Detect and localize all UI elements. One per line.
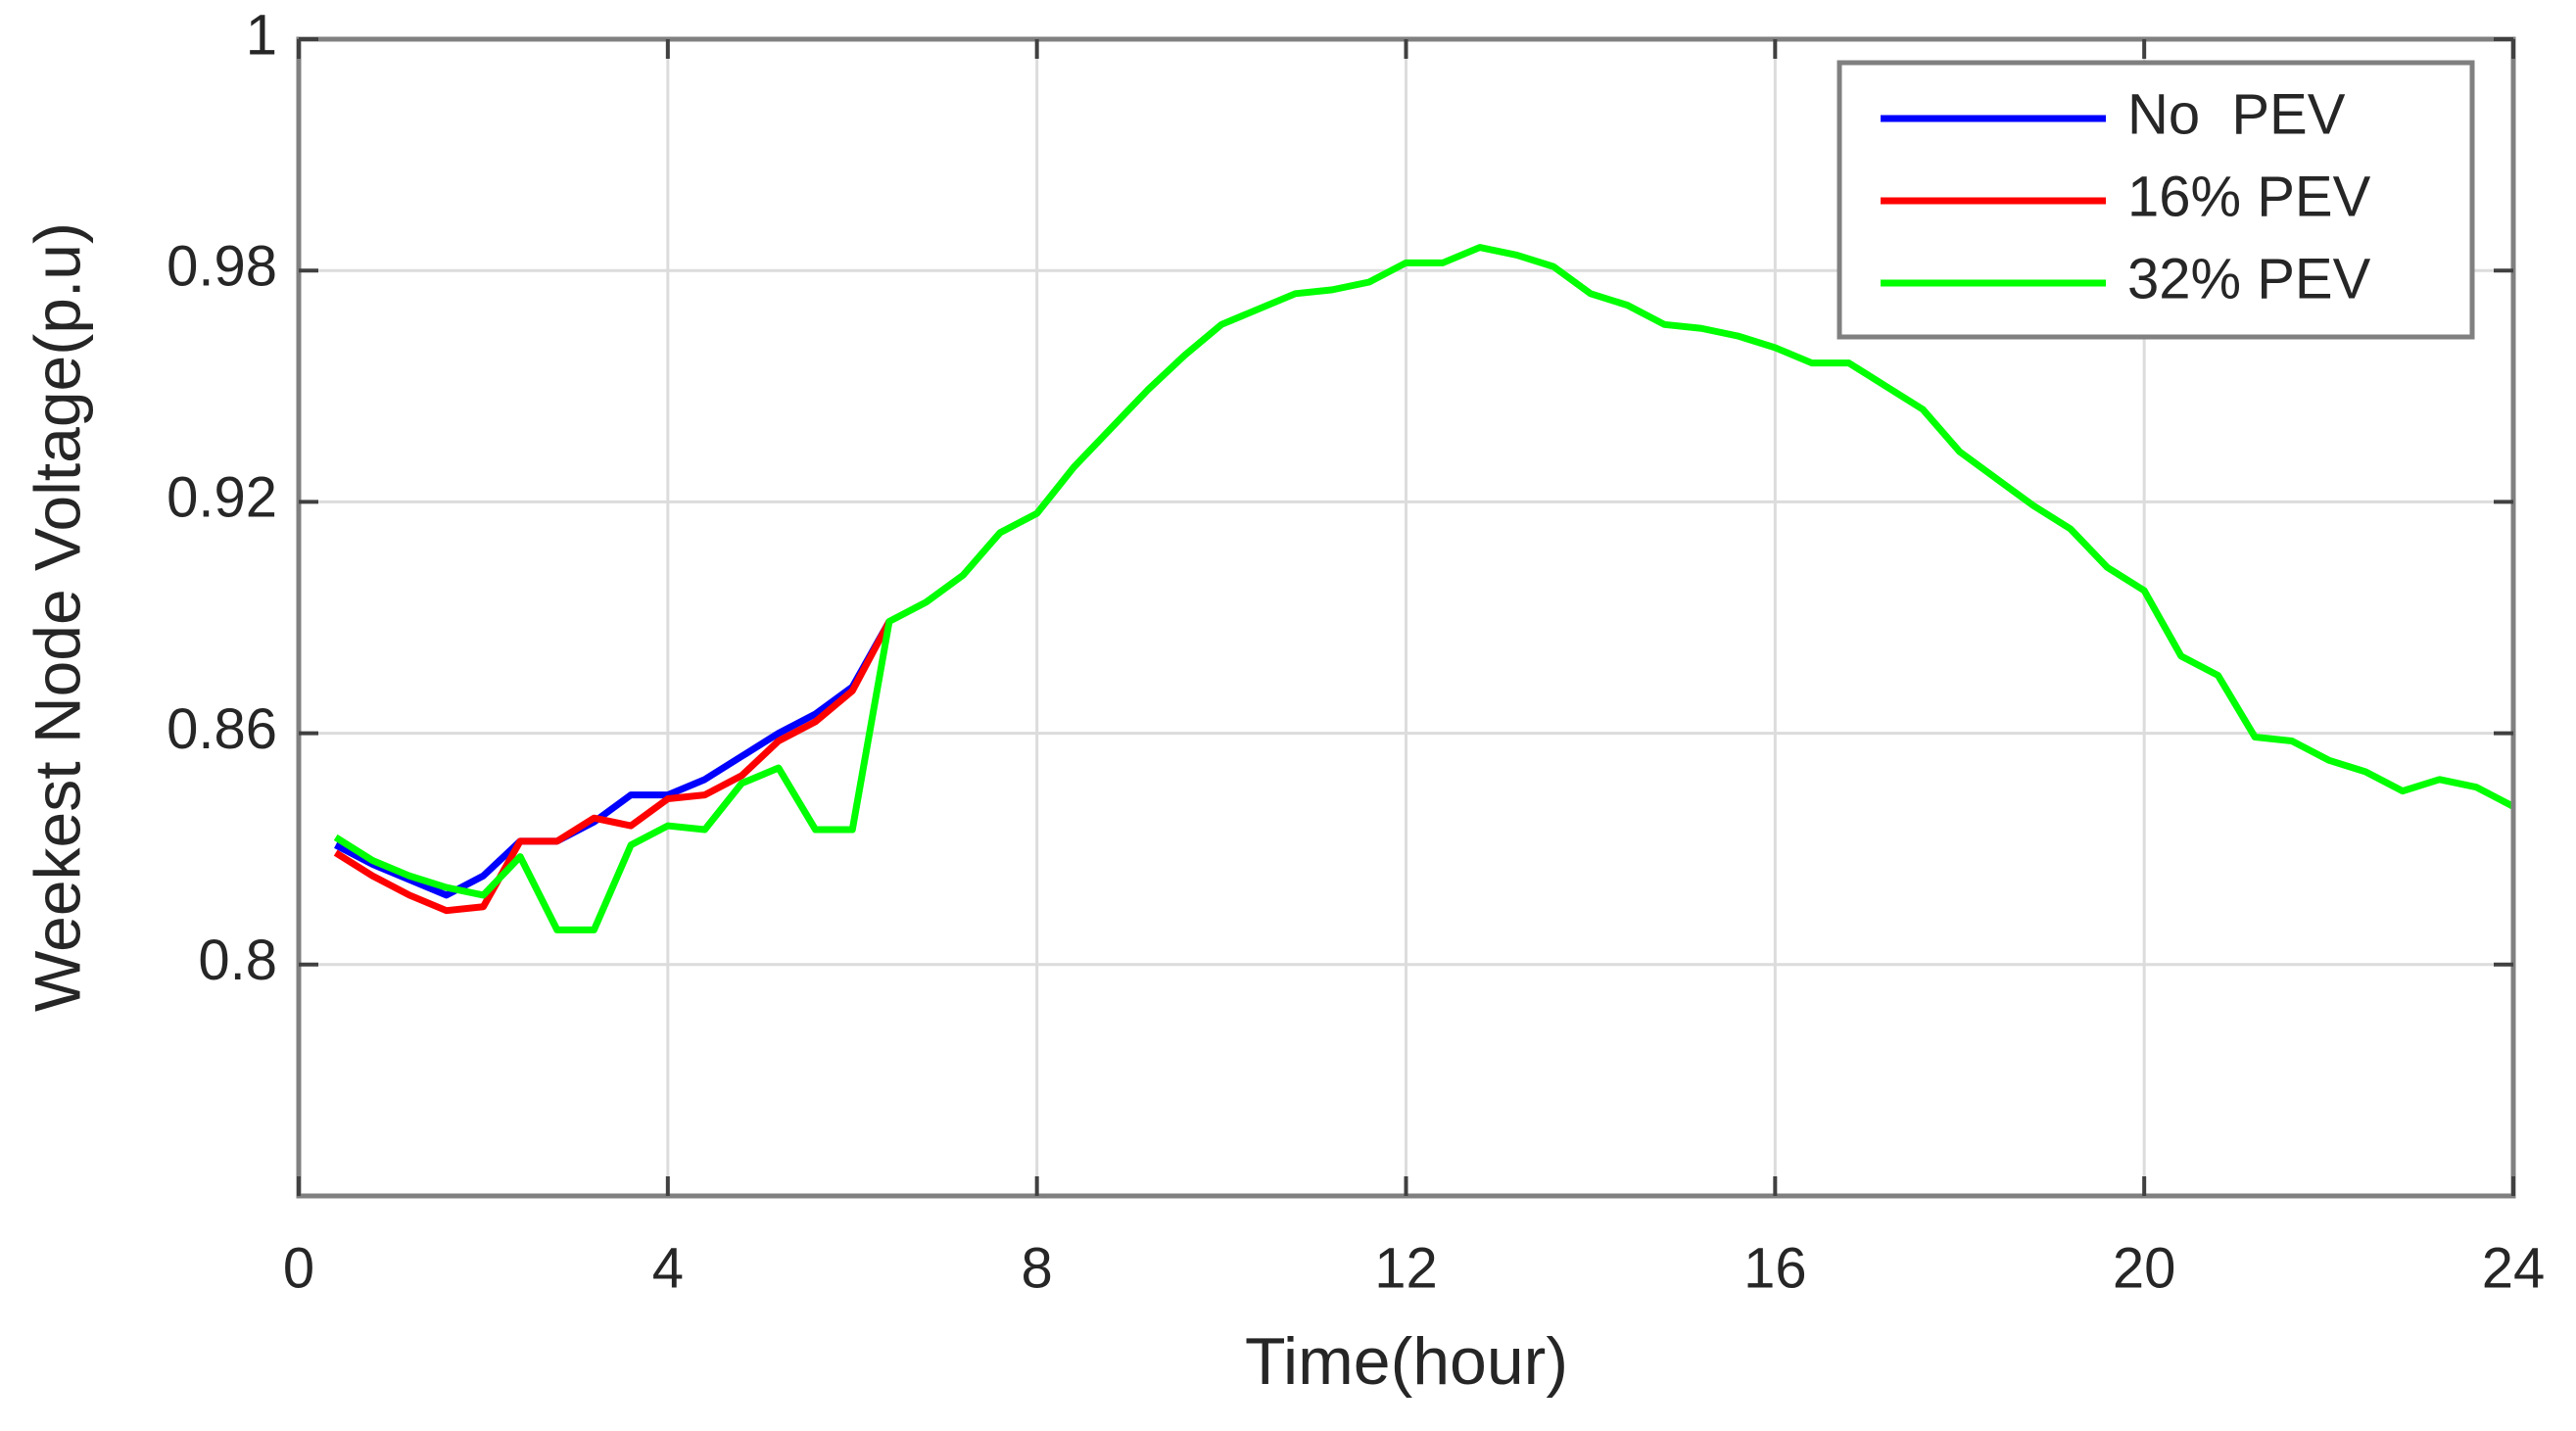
legend-label: 16% PEV: [2127, 165, 2371, 228]
series-line: [334, 619, 892, 899]
x-tick-label: 0: [283, 1236, 314, 1300]
y-tick-label: 0.8: [198, 929, 277, 992]
ticks: 0 4 8 12 16 20 24 0.8 0.86 0.92 0.98 1: [167, 3, 2545, 1300]
y-tick-label: 0.92: [167, 466, 277, 530]
series-line: [333, 244, 2515, 933]
x-tick-label: 4: [652, 1236, 684, 1300]
y-axis-label: Weekest Node Voltage(p.u): [21, 222, 93, 1012]
legend-label: No PEV: [2127, 82, 2346, 146]
legend: No PEV 16% PEV 32% PEV: [1837, 60, 2475, 340]
x-tick-label: 12: [1374, 1236, 1438, 1300]
y-tick-label: 0.86: [167, 697, 277, 761]
x-tick-label: 24: [2482, 1236, 2546, 1300]
y-tick-label: 0.98: [167, 235, 277, 299]
series-line: [333, 619, 893, 915]
x-tick-label: 8: [1022, 1236, 1053, 1300]
lines: [333, 244, 2515, 933]
y-tick-label: 1: [246, 3, 277, 67]
x-tick-label: 20: [2113, 1236, 2176, 1300]
legend-label: 32% PEV: [2127, 247, 2371, 310]
x-axis-label: Time(hour): [1245, 1324, 1568, 1399]
x-tick-label: 16: [1743, 1236, 1807, 1300]
